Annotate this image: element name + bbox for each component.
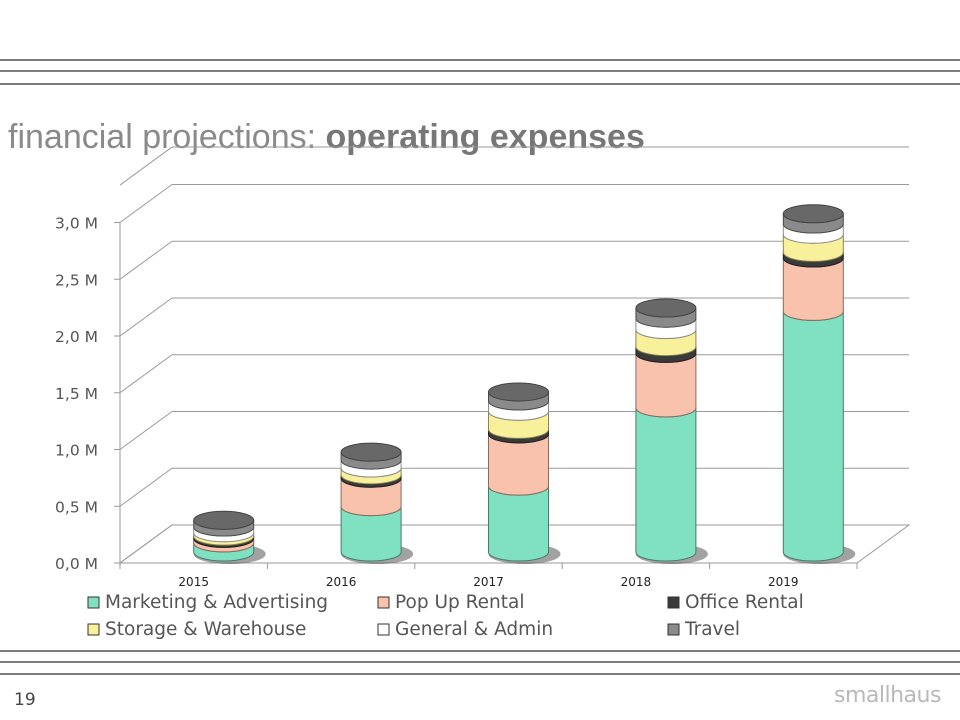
legend-swatch <box>667 596 680 609</box>
legend-label: Storage & Warehouse <box>105 619 306 640</box>
bar-top-cap <box>340 442 402 462</box>
gridline-side <box>119 411 173 450</box>
bar-stack <box>488 382 561 564</box>
gridline-side <box>119 467 173 507</box>
y-tick-label: 3,0 M <box>55 215 98 233</box>
bar-stack <box>635 298 708 564</box>
bar-top-cap <box>193 510 255 530</box>
slide-title-light: financial projections: <box>8 118 317 156</box>
legend-label: Travel <box>684 619 740 640</box>
bar-segment <box>488 486 549 562</box>
legend-label: Marketing & Advertising <box>105 592 328 613</box>
bar-top-cap <box>782 204 844 224</box>
x-tick-label: 2016 <box>326 575 357 589</box>
legend-swatch <box>377 623 390 636</box>
top-rule-3 <box>0 83 960 85</box>
top-rule-2 <box>0 70 960 72</box>
legend: Marketing & Advertising Pop Up Rental Offi… <box>87 592 804 640</box>
company-logo: smallhaus <box>834 683 941 708</box>
gridline-side <box>119 240 173 280</box>
legend-item: General & Admin <box>377 619 553 640</box>
y-tick-label: 2,5 M <box>55 271 98 289</box>
x-tick-label: 2017 <box>473 575 504 589</box>
bar-segment <box>782 311 844 562</box>
gridline-side <box>119 184 173 223</box>
y-tick-label: 2,0 M <box>55 328 98 346</box>
gridline-side <box>119 297 173 337</box>
bar-top-cap <box>488 382 549 402</box>
y-tick-label: 0,0 M <box>55 555 98 573</box>
page-number: 19 <box>14 690 36 710</box>
legend-swatch <box>87 623 100 636</box>
legend-label: Office Rental <box>685 592 804 613</box>
bar-segment <box>635 407 697 562</box>
legend-label: Pop Up Rental <box>395 592 524 613</box>
bars-layer <box>193 204 856 564</box>
slide-title: financial projections: operating expense… <box>8 118 645 157</box>
x-tick-label: 2015 <box>178 575 209 589</box>
bar-stack <box>340 442 414 564</box>
x-tick-label: 2019 <box>768 575 799 589</box>
bottom-rule-1 <box>0 650 960 652</box>
bottom-rule-3 <box>0 673 960 675</box>
legend-item: Pop Up Rental <box>377 592 524 613</box>
legend-item: Marketing & Advertising <box>87 592 328 613</box>
bar-stack <box>193 510 266 564</box>
bar-stack <box>782 204 856 564</box>
y-tick-label: 0,5 M <box>55 498 98 516</box>
legend-swatch <box>377 596 390 609</box>
slide-title-bold: operating expenses <box>325 118 645 156</box>
gridline-side <box>119 354 173 394</box>
bar-top-cap <box>635 298 697 318</box>
axis-layer: 0,0 M 0,5 M 1,0 M 1,5 M 2,0 M 2,5 M 3,0 M 2015 2… <box>55 215 858 589</box>
legend-item: Storage & Warehouse <box>87 619 306 640</box>
legend-swatch <box>87 596 100 609</box>
y-tick-label: 1,5 M <box>55 385 98 403</box>
bottom-rule-2 <box>0 661 960 663</box>
legend-item: Office Rental <box>667 592 804 613</box>
x-tick-label: 2018 <box>621 575 652 589</box>
y-tick-label: 1,0 M <box>55 442 98 460</box>
gridline-side <box>119 146 173 186</box>
gridline-side <box>119 524 173 564</box>
legend-label: General & Admin <box>395 619 553 640</box>
legend-swatch <box>667 623 680 636</box>
bar-segment <box>635 353 697 418</box>
legend-item: Travel <box>667 619 740 640</box>
top-rule-1 <box>0 59 960 61</box>
